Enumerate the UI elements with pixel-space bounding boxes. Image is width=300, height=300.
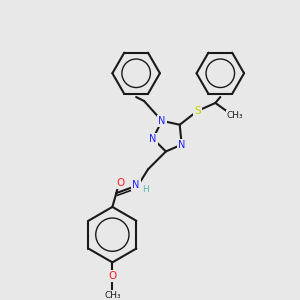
Text: N: N bbox=[133, 180, 140, 190]
Text: N: N bbox=[158, 116, 166, 126]
Text: N: N bbox=[178, 140, 185, 150]
Text: S: S bbox=[194, 106, 201, 116]
Text: CH₃: CH₃ bbox=[104, 291, 121, 300]
Text: N: N bbox=[149, 134, 157, 144]
Text: O: O bbox=[116, 178, 124, 188]
Text: CH₃: CH₃ bbox=[227, 111, 244, 120]
Text: O: O bbox=[108, 271, 116, 281]
Text: H: H bbox=[142, 184, 148, 194]
